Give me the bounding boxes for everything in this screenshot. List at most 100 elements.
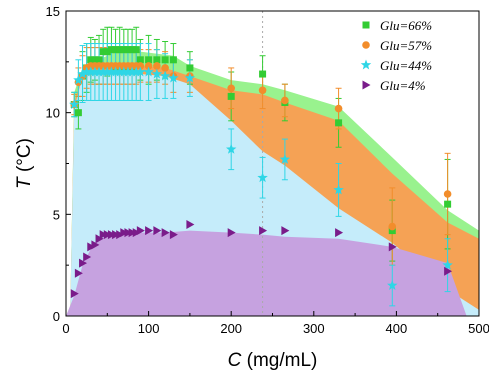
- point-0-10: [112, 46, 120, 54]
- point-3-26: [388, 242, 397, 252]
- legend-marker-1: [362, 41, 370, 49]
- point-2-13: [122, 66, 134, 77]
- point-3-16: [136, 226, 145, 236]
- point-2-7: [97, 66, 109, 77]
- legend-marker-0: [362, 21, 370, 29]
- point-3-7: [99, 230, 108, 240]
- point-0-19: [161, 56, 169, 64]
- point-0-17: [145, 56, 153, 64]
- point-0-25: [335, 119, 343, 127]
- point-2-1: [73, 74, 84, 85]
- legend: Glu=66% Glu=57% Glu=44% Glu=4%: [360, 18, 432, 93]
- point-3-10: [112, 230, 121, 240]
- point-1-16: [136, 62, 145, 70]
- y-axis: 0 5 10 15: [46, 4, 71, 324]
- point-1-18: [153, 62, 161, 70]
- point-1-24: [281, 96, 289, 105]
- series-bands: [66, 51, 479, 317]
- point-0-15: [132, 46, 140, 54]
- point-3-20: [169, 230, 178, 240]
- point-3-8: [103, 230, 112, 240]
- data-markers: [69, 46, 453, 299]
- point-1-23: [258, 86, 267, 95]
- point-2-26: [387, 280, 398, 290]
- point-0-14: [128, 46, 136, 54]
- point-3-23: [259, 226, 268, 236]
- x-tick-label-0: 0: [62, 321, 69, 336]
- point-3-9: [107, 230, 116, 240]
- axis-symbol: C: [228, 350, 242, 371]
- point-3-17: [145, 226, 154, 236]
- y-tick-label-2: 10: [46, 106, 60, 121]
- point-3-18: [153, 226, 162, 236]
- point-3-12: [120, 228, 129, 238]
- point-3-19: [161, 228, 170, 238]
- point-2-22: [225, 143, 237, 154]
- legend-label-0: Glu=66%: [380, 18, 432, 33]
- point-2-21: [184, 72, 196, 83]
- point-0-9: [107, 46, 115, 54]
- point-3-14: [128, 228, 137, 238]
- point-3-22: [227, 228, 236, 238]
- point-2-0: [69, 99, 80, 109]
- y-tick-label-3: 15: [46, 4, 60, 19]
- point-3-25: [335, 228, 344, 238]
- x-axis-title: C (mg/mL): [228, 350, 318, 371]
- point-3-3: [83, 252, 92, 262]
- point-3-21: [186, 220, 195, 229]
- point-3-24: [281, 226, 290, 236]
- point-0-16: [136, 56, 144, 64]
- point-1-26: [388, 222, 397, 231]
- point-2-5: [89, 66, 101, 77]
- point-0-27: [444, 200, 452, 208]
- point-2-6: [93, 66, 105, 77]
- point-0-21: [186, 64, 194, 72]
- legend-label-1: Glu=57%: [380, 38, 432, 53]
- point-2-9: [106, 66, 117, 77]
- point-1-25: [334, 104, 343, 113]
- point-2-12: [118, 66, 130, 77]
- point-1-17: [144, 62, 153, 70]
- point-0-26: [388, 227, 396, 235]
- point-3-4: [87, 242, 96, 252]
- legend-label-2: Glu=44%: [380, 58, 432, 73]
- point-2-11: [114, 66, 125, 77]
- band-3: [66, 230, 467, 316]
- axis-symbol: T: [14, 176, 35, 189]
- x-tick-label-4: 400: [386, 321, 408, 336]
- point-3-11: [116, 230, 125, 240]
- point-2-16: [135, 66, 146, 77]
- point-2-14: [126, 66, 138, 77]
- point-0-7: [99, 48, 107, 56]
- point-2-10: [110, 66, 121, 77]
- point-0-18: [153, 56, 161, 64]
- point-2-24: [279, 153, 291, 164]
- point-2-2: [77, 68, 88, 79]
- point-2-19: [159, 70, 171, 81]
- point-0-8: [103, 48, 111, 56]
- point-2-27: [442, 259, 453, 270]
- point-2-4: [85, 66, 97, 77]
- point-1-27: [443, 190, 452, 198]
- point-2-3: [81, 66, 92, 77]
- point-2-20: [168, 72, 179, 83]
- y-tick-label-0: 0: [53, 309, 60, 324]
- y-tick-label-1: 5: [53, 207, 60, 222]
- point-1-19: [161, 64, 169, 72]
- point-0-23: [259, 70, 267, 78]
- axis-unit: (°C): [14, 138, 35, 177]
- point-3-15: [132, 228, 141, 238]
- point-2-17: [143, 66, 154, 77]
- point-2-25: [333, 184, 344, 195]
- point-0-12: [120, 46, 128, 54]
- point-0-11: [116, 46, 124, 54]
- point-2-8: [102, 66, 113, 77]
- point-2-23: [257, 172, 268, 183]
- point-0-5: [91, 56, 99, 64]
- point-3-0: [70, 289, 79, 299]
- x-axis: 0 100 200 300 400 500: [62, 311, 489, 336]
- axis-unit: (mg/mL): [241, 350, 317, 371]
- point-3-5: [91, 240, 100, 250]
- point-0-1: [74, 109, 82, 117]
